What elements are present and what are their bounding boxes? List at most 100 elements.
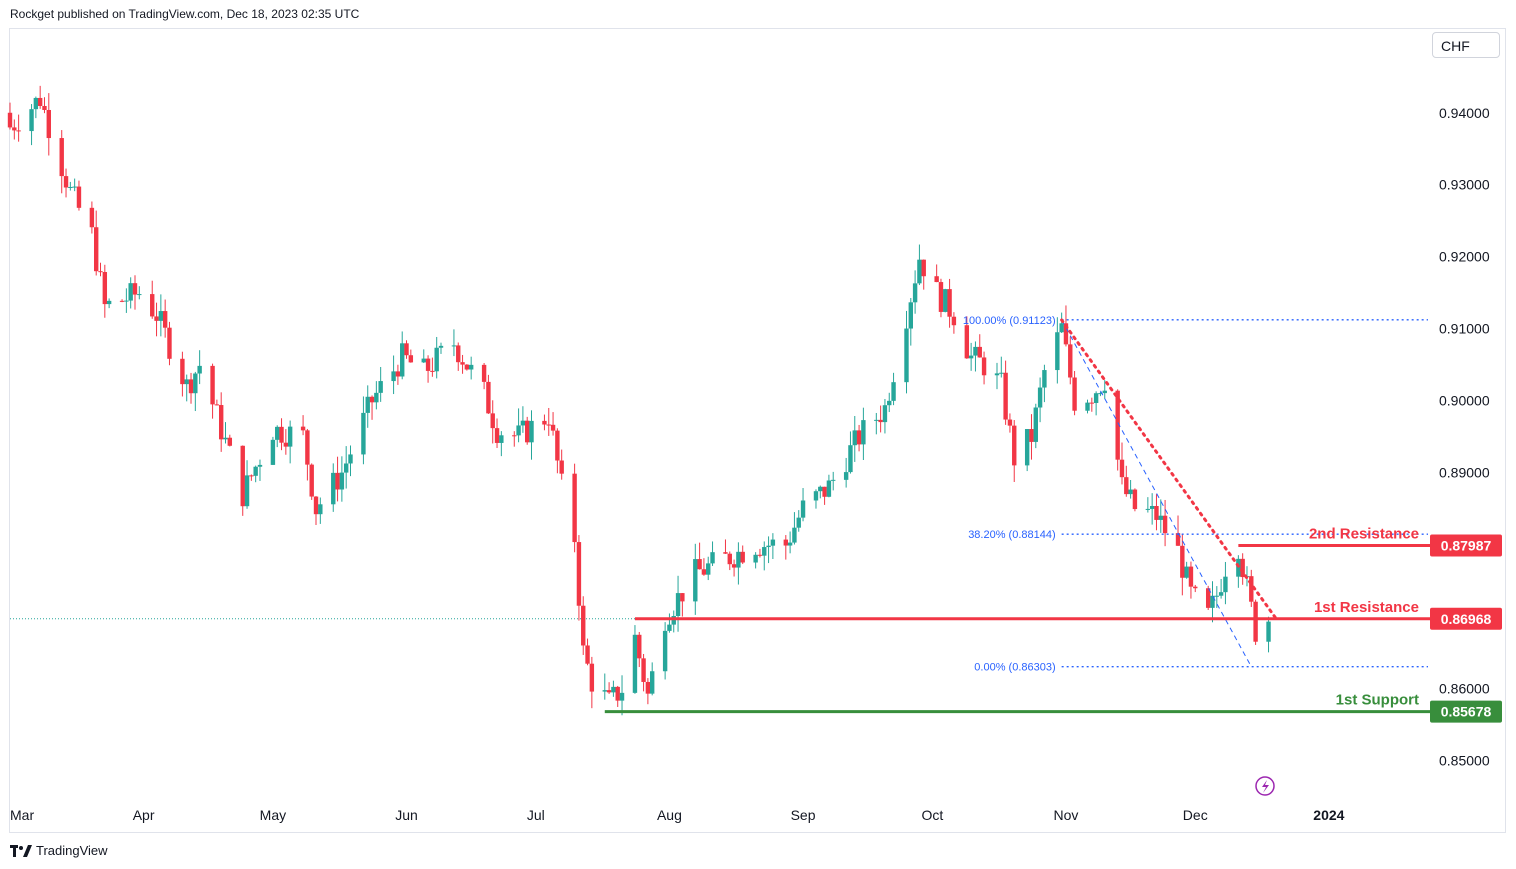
candle-body bbox=[154, 316, 159, 321]
time-tick-label: Aug bbox=[657, 807, 682, 823]
candle-body bbox=[72, 186, 77, 188]
candle-body bbox=[701, 569, 707, 575]
candle-body bbox=[727, 553, 732, 565]
time-tick-label: Oct bbox=[921, 807, 943, 823]
candle-body bbox=[874, 419, 879, 421]
candle-body bbox=[576, 542, 582, 606]
candle-body bbox=[279, 426, 284, 443]
candle-body bbox=[1042, 370, 1047, 388]
candle-body bbox=[572, 473, 577, 543]
candle-body bbox=[585, 645, 590, 664]
candle-body bbox=[180, 358, 185, 385]
candle-body bbox=[119, 300, 125, 302]
candle-body bbox=[89, 207, 95, 228]
candle-body bbox=[1223, 576, 1228, 593]
candle-body bbox=[710, 552, 715, 564]
candle-body bbox=[770, 539, 776, 546]
candle-body bbox=[132, 283, 138, 295]
candle-body bbox=[16, 130, 21, 132]
candle-body bbox=[98, 271, 103, 273]
candle-body bbox=[1119, 459, 1125, 478]
candle-body bbox=[1188, 566, 1194, 587]
candle-body bbox=[762, 547, 767, 556]
candle-body bbox=[1154, 505, 1159, 520]
time-tick-label: Nov bbox=[1054, 807, 1079, 823]
footer-brand-text: TradingView bbox=[36, 843, 108, 858]
candle-body bbox=[671, 616, 676, 625]
candle-body bbox=[167, 327, 172, 359]
fib-level-label: 38.20% (0.88144) bbox=[968, 529, 1055, 541]
candle-body bbox=[559, 460, 564, 474]
candle-body bbox=[675, 593, 681, 617]
candle-body bbox=[404, 343, 409, 356]
price-tick-label: 0.94000 bbox=[1439, 105, 1490, 121]
candle-body bbox=[882, 405, 888, 423]
candle-body bbox=[12, 127, 17, 131]
time-tick-label: Mar bbox=[10, 807, 34, 823]
candle-body bbox=[938, 282, 944, 312]
price-tick-label: 0.91000 bbox=[1439, 321, 1490, 337]
drawings: 100.00% (0.91123) 38.20% (0.88144) 0.00% (… bbox=[963, 315, 1428, 674]
candle-body bbox=[1068, 344, 1073, 378]
candle-body bbox=[1218, 592, 1224, 596]
lightning-icon[interactable] bbox=[1255, 776, 1275, 796]
candle-body bbox=[912, 283, 918, 303]
candle-body bbox=[464, 364, 470, 370]
levels: 2nd Resistance 0.87987 1st Resistance 0.869… bbox=[604, 525, 1502, 796]
chart-frame bbox=[9, 28, 1506, 833]
candle-body bbox=[1193, 586, 1198, 589]
candle-body bbox=[318, 504, 323, 515]
candle-body bbox=[649, 671, 655, 694]
candle-body bbox=[1029, 429, 1034, 442]
candle-body bbox=[348, 454, 353, 464]
candle-body bbox=[951, 316, 957, 326]
candle-body bbox=[1037, 387, 1043, 408]
candle-body bbox=[1063, 323, 1069, 345]
candle-body bbox=[641, 658, 646, 682]
candle-body bbox=[602, 690, 607, 692]
candle-body bbox=[792, 527, 797, 543]
downtrend-line bbox=[1060, 318, 1279, 622]
price-tick-label: 0.89000 bbox=[1439, 465, 1490, 481]
level-name-label: 2nd Resistance bbox=[1309, 525, 1419, 542]
candle-body bbox=[619, 692, 625, 701]
candle-body bbox=[878, 419, 883, 423]
candle-body bbox=[680, 593, 685, 602]
time-tick-label: Jun bbox=[395, 807, 418, 823]
candle-body bbox=[33, 97, 39, 110]
candle-body bbox=[645, 681, 651, 694]
candle-body bbox=[1055, 332, 1060, 371]
candle-body bbox=[1214, 595, 1220, 597]
candle-body bbox=[1102, 390, 1107, 394]
fib-diagonal bbox=[1061, 319, 1252, 667]
candle-body bbox=[253, 466, 258, 476]
candle-body bbox=[550, 424, 556, 431]
candle-body bbox=[637, 634, 642, 659]
time-tick-label: 2024 bbox=[1313, 807, 1344, 823]
candle-body bbox=[973, 346, 978, 356]
price-tick-label: 0.90000 bbox=[1439, 393, 1490, 409]
currency-button[interactable]: CHF bbox=[1432, 32, 1500, 58]
time-tick-label: Jul bbox=[527, 807, 545, 823]
candle-body bbox=[1024, 429, 1030, 466]
lightning-icon-ring bbox=[1255, 776, 1275, 796]
candle-body bbox=[697, 559, 702, 570]
candle-body bbox=[921, 259, 926, 277]
candle-body bbox=[1158, 515, 1163, 520]
candle-body bbox=[731, 564, 737, 568]
time-tick-label: Apr bbox=[133, 807, 155, 823]
candle-body bbox=[1072, 377, 1077, 411]
candle-body bbox=[826, 480, 832, 497]
footer-brand[interactable]: TradingView bbox=[10, 843, 108, 858]
candle-body bbox=[994, 373, 1000, 376]
tradingview-logo-icon bbox=[10, 844, 32, 857]
candle-body bbox=[499, 435, 504, 443]
candle-body bbox=[1115, 390, 1120, 460]
candle-body bbox=[977, 346, 982, 358]
candle-body bbox=[102, 272, 108, 305]
candle-body bbox=[546, 424, 551, 426]
candle-body bbox=[968, 355, 974, 359]
candle-body bbox=[813, 491, 819, 501]
candle-body bbox=[59, 138, 64, 177]
